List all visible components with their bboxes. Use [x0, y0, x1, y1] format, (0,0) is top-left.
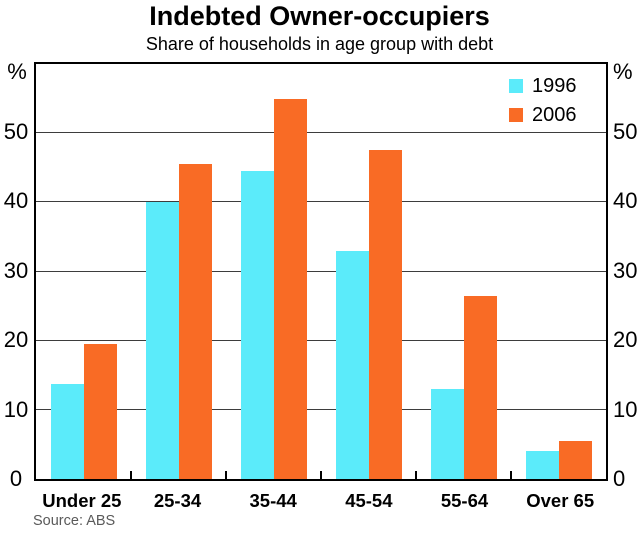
x-label-45-54: 45-54: [345, 490, 393, 511]
chart-title: Indebted Owner-occupiers: [149, 1, 490, 31]
bar-2006-over-65: [558, 440, 592, 479]
bar-1996-45-54: [335, 250, 369, 479]
bar-groups: [36, 64, 606, 479]
y-tick-label-right-0: 0: [613, 466, 626, 491]
bar-group-55-64: [416, 64, 511, 479]
x-label-55-64: 55-64: [440, 490, 489, 511]
gridline-40: [36, 201, 606, 203]
y-tick-label-left-50: 50: [3, 118, 29, 144]
legend-label-2006: 2006: [532, 104, 577, 126]
bar-group-35-44: [226, 64, 321, 479]
gridline-50: [36, 132, 606, 134]
x-label-25-34: 25-34: [153, 490, 202, 511]
y-tick-label-right-20: 20: [613, 327, 638, 352]
gridline-30: [36, 270, 606, 272]
plot-area: 1996 2006: [34, 62, 608, 481]
bar-1996-55-64: [430, 389, 464, 479]
legend-swatch-1996: [509, 79, 523, 93]
bar-1996-over-65: [525, 451, 559, 479]
y-tick-label-left-10: 10: [3, 396, 29, 422]
bar-1996-25-34: [145, 202, 179, 479]
source-note: Source: ABS: [33, 513, 116, 529]
y-axis-unit-right: %: [613, 59, 633, 84]
x-axis-tick-1: [130, 471, 132, 479]
x-label-35-44: 35-44: [249, 490, 297, 511]
bar-1996-under-25: [50, 384, 84, 479]
y-tick-label-left-30: 30: [3, 257, 29, 283]
x-axis-tick-3: [320, 471, 322, 479]
bar-group-under-25: [36, 64, 131, 479]
y-tick-label-right-40: 40: [613, 188, 638, 213]
bar-group-45-54: [321, 64, 416, 479]
y-tick-label-left-20: 20: [3, 327, 29, 352]
gridline-10: [36, 408, 606, 410]
gridline-20: [36, 339, 606, 341]
bar-1996-35-44: [240, 171, 274, 479]
bar-2006-35-44: [273, 98, 307, 479]
y-tick-label-right-10: 10: [613, 396, 638, 422]
y-tick-label-right-30: 30: [613, 257, 638, 283]
bar-2006-25-34: [178, 164, 212, 479]
y-tick-label-right-50: 50: [613, 118, 638, 144]
chart-subtitle: Share of households in age group with de…: [145, 34, 494, 54]
bar-2006-under-25: [83, 344, 117, 479]
legend-swatch-2006: [509, 108, 523, 122]
bar-2006-45-54: [368, 150, 402, 479]
x-axis-tick-2: [225, 471, 227, 479]
x-label-under-25: Under 25: [42, 490, 122, 511]
y-tick-label-left-0: 0: [9, 466, 23, 491]
legend: 1996 2006: [509, 76, 577, 125]
x-axis-tick-5: [510, 471, 512, 479]
y-tick-label-left-40: 40: [3, 188, 29, 213]
x-label-over-65: Over 65: [526, 490, 595, 511]
bar-group-25-34: [131, 64, 226, 479]
legend-item-1996: 1996: [509, 76, 577, 96]
bar-2006-55-64: [463, 295, 497, 479]
x-axis-labels: Under 25 25-34 35-44 45-54 55-64 Over 65: [34, 490, 608, 512]
legend-label-1996: 1996: [532, 75, 577, 97]
bar-group-over-65: [511, 64, 606, 479]
legend-item-2006: 2006: [509, 105, 577, 125]
y-axis-unit-left: %: [7, 59, 27, 84]
x-axis-tick-4: [415, 471, 417, 479]
